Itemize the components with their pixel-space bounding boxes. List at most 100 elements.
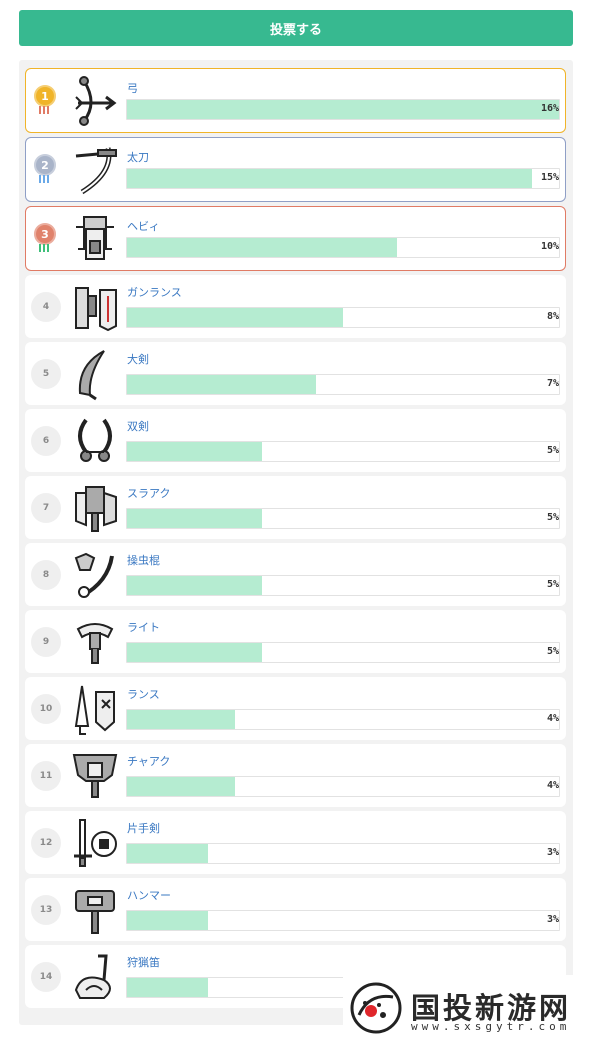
weapon-name[interactable]: ヘビィ xyxy=(127,220,160,233)
hunting-horn-icon xyxy=(68,950,122,1004)
vote-percent: 5% xyxy=(546,579,559,590)
medal-ribbon xyxy=(39,106,51,114)
weapon-name[interactable]: 大剣 xyxy=(127,353,149,366)
vote-percent: 5% xyxy=(546,512,559,523)
rank-number: 3 xyxy=(34,223,56,245)
vote-percent: 4% xyxy=(546,713,559,724)
vote-bar: 15% xyxy=(126,168,560,189)
weapon-name[interactable]: ライト xyxy=(127,621,160,634)
vote-bar: 8% xyxy=(126,307,560,328)
vote-bar: 4% xyxy=(126,776,560,797)
charge-blade-icon xyxy=(68,749,122,803)
rank-badge: 10 xyxy=(31,694,61,724)
ranking-row[interactable]: 3 ヘビィ 10% xyxy=(25,206,566,271)
rank-badge: 13 xyxy=(31,895,61,925)
weapon-name[interactable]: ガンランス xyxy=(127,286,182,299)
medal-ribbon xyxy=(39,175,51,183)
watermark-title: 国投新游网 xyxy=(411,991,572,1025)
rank-number: 1 xyxy=(34,85,56,107)
weapon-name[interactable]: チャアク xyxy=(127,755,171,768)
vote-percent: 4% xyxy=(546,780,559,791)
weapon-name[interactable]: ハンマー xyxy=(127,889,171,902)
ranking-row[interactable]: 8 操虫棍 5% xyxy=(25,543,566,606)
great-sword-icon xyxy=(68,347,122,401)
light-bowgun-icon xyxy=(68,615,122,669)
vote-bar-fill xyxy=(127,844,208,863)
watermark-logo-icon xyxy=(350,982,402,1034)
rank-badge: 8 xyxy=(31,560,61,590)
switch-axe-icon xyxy=(68,481,122,535)
vote-button-label: 投票する xyxy=(269,22,322,38)
vote-percent: 5% xyxy=(546,646,559,657)
gunlance-icon xyxy=(68,280,122,334)
vote-bar-fill xyxy=(127,911,208,930)
ranking-row[interactable]: 5 大剣 7% xyxy=(25,342,566,405)
rank-badge: 5 xyxy=(31,359,61,389)
watermark: 国投新游网 www.sxsgytr.com xyxy=(343,975,595,1041)
vote-bar-fill xyxy=(127,777,235,796)
dual-blades-icon xyxy=(68,414,122,468)
vote-bar-fill xyxy=(127,169,532,188)
vote-bar-fill xyxy=(127,375,316,394)
silver-medal-icon: 2 xyxy=(34,154,56,186)
vote-bar-fill xyxy=(127,509,262,528)
rank-badge: 14 xyxy=(31,962,61,992)
vote-percent: 15% xyxy=(540,172,559,183)
weapon-name[interactable]: スラアク xyxy=(127,487,171,500)
vote-percent: 7% xyxy=(546,378,559,389)
watermark-url: www.sxsgytr.com xyxy=(411,1020,571,1033)
heavy-bowgun-icon xyxy=(68,211,122,265)
rank-badge: 9 xyxy=(31,627,61,657)
weapon-name[interactable]: ランス xyxy=(127,688,160,701)
vote-bar-fill xyxy=(127,308,343,327)
ranking-row[interactable]: 11 チャアク 4% xyxy=(25,744,566,807)
ranking-list: 1 弓 16% 2 太刀 15% 3 ヘビィ 1 xyxy=(25,68,566,1012)
ranking-row[interactable]: 9 ライト 5% xyxy=(25,610,566,673)
ranking-row[interactable]: 7 スラアク 5% xyxy=(25,476,566,539)
weapon-name[interactable]: 狩猟笛 xyxy=(127,956,160,969)
vote-bar: 5% xyxy=(126,642,560,663)
vote-bar: 5% xyxy=(126,575,560,596)
vote-bar-fill xyxy=(127,643,262,662)
vote-bar-fill xyxy=(127,978,208,997)
gold-medal-icon: 1 xyxy=(34,85,56,117)
vote-bar: 16% xyxy=(126,99,560,120)
vote-bar-fill xyxy=(127,442,262,461)
weapon-name[interactable]: 双剣 xyxy=(127,420,149,433)
sword-and-shield-icon xyxy=(68,816,122,870)
vote-bar-fill xyxy=(127,576,262,595)
vote-button[interactable]: 投票する xyxy=(19,10,573,46)
ranking-row[interactable]: 10 ランス 4% xyxy=(25,677,566,740)
ranking-panel: 1 弓 16% 2 太刀 15% 3 ヘビィ 1 xyxy=(19,60,573,1025)
ranking-row[interactable]: 12 片手剣 3% xyxy=(25,811,566,874)
insect-glaive-icon xyxy=(68,548,122,602)
vote-bar: 3% xyxy=(126,910,560,931)
ranking-row[interactable]: 1 弓 16% xyxy=(25,68,566,133)
lance-icon xyxy=(68,682,122,736)
ranking-row[interactable]: 6 双剣 5% xyxy=(25,409,566,472)
vote-bar: 3% xyxy=(126,843,560,864)
vote-percent: 5% xyxy=(546,445,559,456)
weapon-name[interactable]: 操虫棍 xyxy=(127,554,160,567)
bow-icon xyxy=(68,73,122,127)
vote-bar: 4% xyxy=(126,709,560,730)
rank-badge: 7 xyxy=(31,493,61,523)
weapon-name[interactable]: 弓 xyxy=(127,82,138,95)
ranking-row[interactable]: 13 ハンマー 3% xyxy=(25,878,566,941)
ranking-row[interactable]: 4 ガンランス 8% xyxy=(25,275,566,338)
long-sword-icon xyxy=(68,142,122,196)
vote-bar: 5% xyxy=(126,441,560,462)
vote-bar: 5% xyxy=(126,508,560,529)
vote-bar-fill xyxy=(127,238,397,257)
weapon-name[interactable]: 片手剣 xyxy=(127,822,160,835)
rank-badge: 6 xyxy=(31,426,61,456)
vote-percent: 8% xyxy=(546,311,559,322)
rank-badge: 11 xyxy=(31,761,61,791)
hammer-icon xyxy=(68,883,122,937)
vote-bar: 7% xyxy=(126,374,560,395)
ranking-row[interactable]: 2 太刀 15% xyxy=(25,137,566,202)
weapon-name[interactable]: 太刀 xyxy=(127,151,149,164)
vote-percent: 16% xyxy=(540,103,559,114)
vote-bar: 10% xyxy=(126,237,560,258)
rank-number: 2 xyxy=(34,154,56,176)
